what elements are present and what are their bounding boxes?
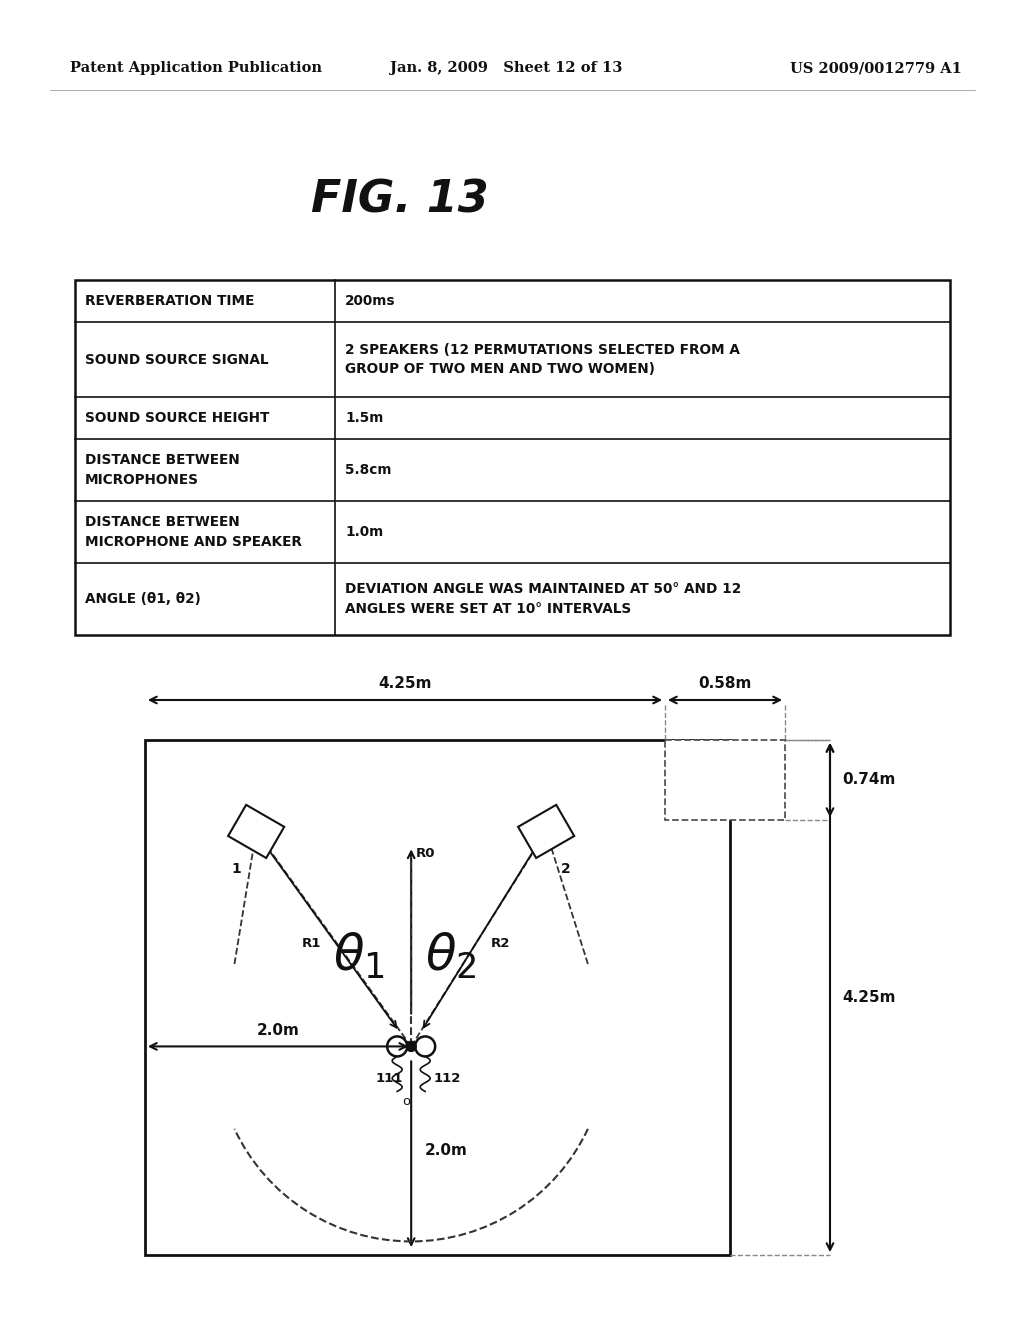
Text: 1: 1 [231, 862, 241, 876]
Bar [75, 280, 950, 635]
Text: DEVIATION ANGLE WAS MAINTAINED AT 50° AND 12
ANGLES WERE SET AT 10° INTERVALS: DEVIATION ANGLE WAS MAINTAINED AT 50° AN… [345, 582, 741, 615]
Text: US 2009/0012779 A1: US 2009/0012779 A1 [790, 61, 962, 75]
Text: 112: 112 [433, 1072, 461, 1085]
Text: $\theta_1$: $\theta_1$ [334, 932, 385, 982]
Text: 5.8cm: 5.8cm [345, 463, 391, 477]
Bar [518, 805, 574, 858]
Text: SOUND SOURCE SIGNAL: SOUND SOURCE SIGNAL [85, 352, 268, 367]
Text: 111: 111 [376, 1072, 402, 1085]
Text: o: o [402, 1094, 411, 1107]
Text: 2.0m: 2.0m [425, 1143, 468, 1158]
Text: SOUND SOURCE HEIGHT: SOUND SOURCE HEIGHT [85, 411, 269, 425]
Text: R0: R0 [416, 847, 435, 859]
Text: R2: R2 [490, 937, 510, 950]
Text: 0.58m: 0.58m [698, 676, 752, 692]
Bar [665, 741, 785, 820]
Text: 1.0m: 1.0m [345, 525, 383, 539]
Text: DISTANCE BETWEEN
MICROPHONE AND SPEAKER: DISTANCE BETWEEN MICROPHONE AND SPEAKER [85, 515, 302, 549]
Text: 2 SPEAKERS (12 PERMUTATIONS SELECTED FROM A
GROUP OF TWO MEN AND TWO WOMEN): 2 SPEAKERS (12 PERMUTATIONS SELECTED FRO… [345, 343, 740, 376]
Circle shape [407, 1041, 416, 1052]
Text: Patent Application Publication: Patent Application Publication [70, 61, 322, 75]
Text: DISTANCE BETWEEN
MICROPHONES: DISTANCE BETWEEN MICROPHONES [85, 453, 240, 487]
Text: 200ms: 200ms [345, 294, 395, 308]
Bar [228, 805, 285, 858]
Bar [145, 741, 730, 1255]
Text: 1.5m: 1.5m [345, 411, 383, 425]
Text: 4.25m: 4.25m [378, 676, 432, 692]
Text: 2.0m: 2.0m [257, 1023, 300, 1038]
Text: Jan. 8, 2009   Sheet 12 of 13: Jan. 8, 2009 Sheet 12 of 13 [390, 61, 623, 75]
Text: FIG. 13: FIG. 13 [311, 178, 488, 222]
Text: ANGLE (θ1, θ2): ANGLE (θ1, θ2) [85, 591, 201, 606]
Text: R1: R1 [302, 937, 322, 950]
Text: 4.25m: 4.25m [842, 990, 896, 1005]
Text: REVERBERATION TIME: REVERBERATION TIME [85, 294, 254, 308]
Text: 2: 2 [561, 862, 571, 876]
Text: $\theta_2$: $\theta_2$ [425, 932, 477, 982]
Text: 0.74m: 0.74m [842, 772, 895, 788]
